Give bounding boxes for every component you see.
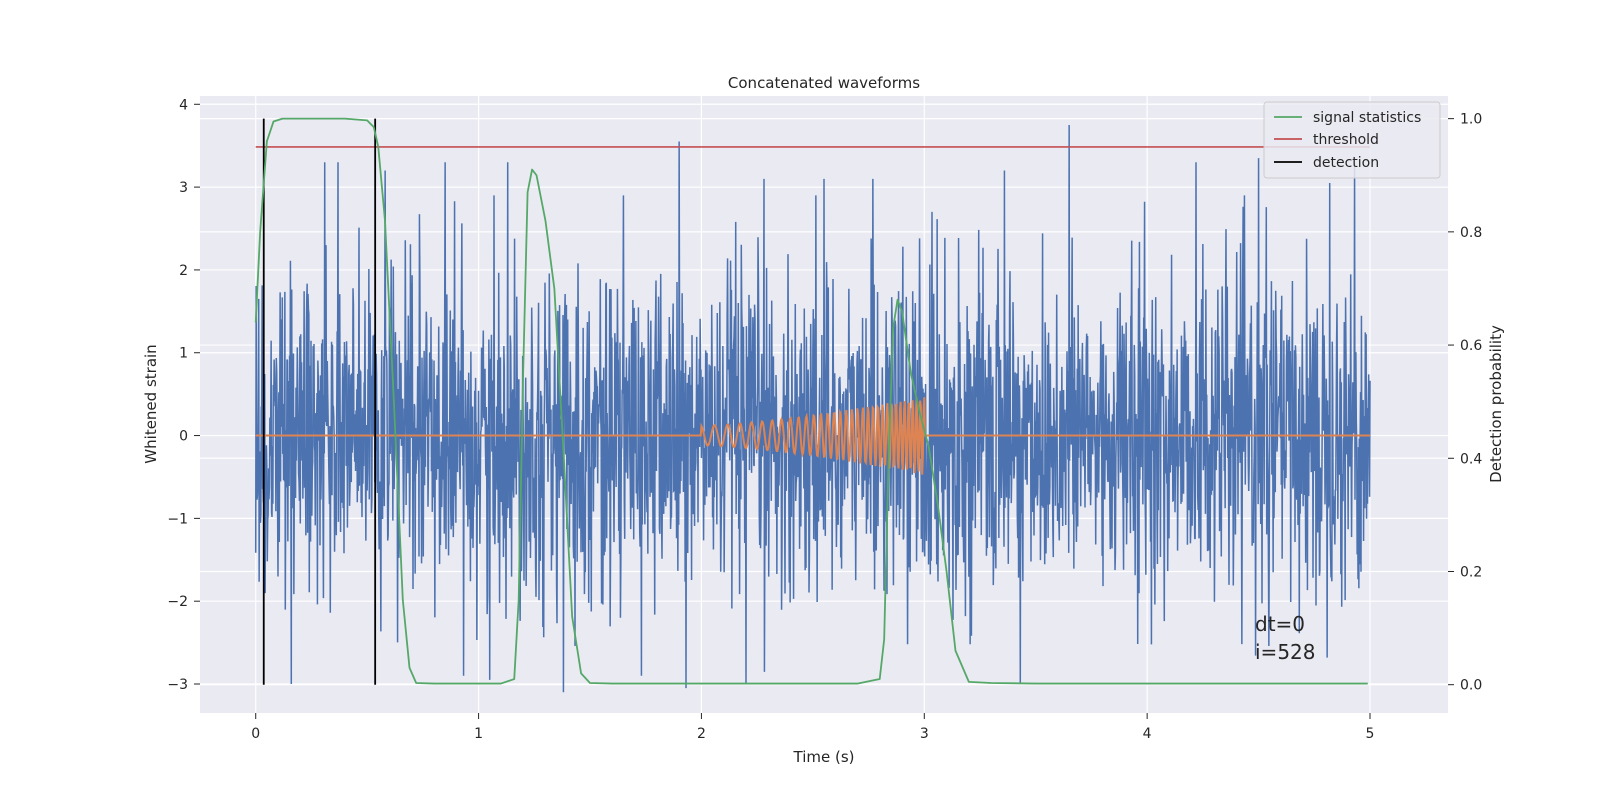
series-signal-statistics — [254, 117, 1368, 685]
legend-label-detection: detection — [1313, 155, 1379, 171]
axes-layer: 0 1 2 3 4 5 −3 −2 −1 0 1 2 3 4 0.0 0.2 0.4 0.6 0.8 1.0 — [167, 97, 1482, 742]
y-tick-label-left: −1 — [167, 511, 188, 527]
chart-title: Concatenated waveforms — [728, 74, 920, 92]
series-injected-chirp — [255, 397, 1370, 475]
y-tick-label-right: 0.0 — [1460, 678, 1482, 694]
y-tick-label-right: 0.8 — [1460, 225, 1482, 241]
y-tick-label-right: 0.4 — [1460, 451, 1482, 467]
y-tick-label-right: 1.0 — [1460, 112, 1482, 128]
y-tick-label-left: 3 — [179, 180, 188, 196]
y-tick-label-left: −2 — [167, 594, 188, 610]
y-tick-label-left: 1 — [179, 346, 188, 362]
x-tick-label: 0 — [251, 726, 260, 742]
x-tick-label: 2 — [697, 726, 706, 742]
y-tick-label-left: 0 — [179, 429, 188, 445]
x-tick-label: 1 — [474, 726, 483, 742]
y-tick-label-left: 4 — [179, 97, 188, 113]
series-whitened-strain — [254, 124, 1371, 693]
x-tick-label: 4 — [1143, 726, 1152, 742]
x-tick-label: 3 — [920, 726, 929, 742]
legend-label-threshold: threshold — [1313, 132, 1379, 148]
legend-label-signal-statistics: signal statistics — [1313, 110, 1421, 126]
annotation-i: i=528 — [1255, 640, 1316, 664]
data-layer — [254, 117, 1371, 693]
y-axis-label-right: Detection probability — [1487, 325, 1505, 483]
legend-box — [1263, 101, 1441, 179]
x-tick-label: 5 — [1366, 726, 1375, 742]
y-axis-label-left: Whitened strain — [142, 344, 160, 463]
y-tick-label-right: 0.2 — [1460, 564, 1482, 580]
x-axis-label: Time (s) — [793, 748, 855, 766]
y-tick-label-right: 0.6 — [1460, 338, 1482, 354]
annotation-dt: dt=0 — [1255, 612, 1305, 636]
y-tick-label-left: 2 — [179, 263, 188, 279]
legend: signal statistics threshold detection — [1263, 101, 1441, 179]
y-tick-label-left: −3 — [167, 677, 188, 693]
